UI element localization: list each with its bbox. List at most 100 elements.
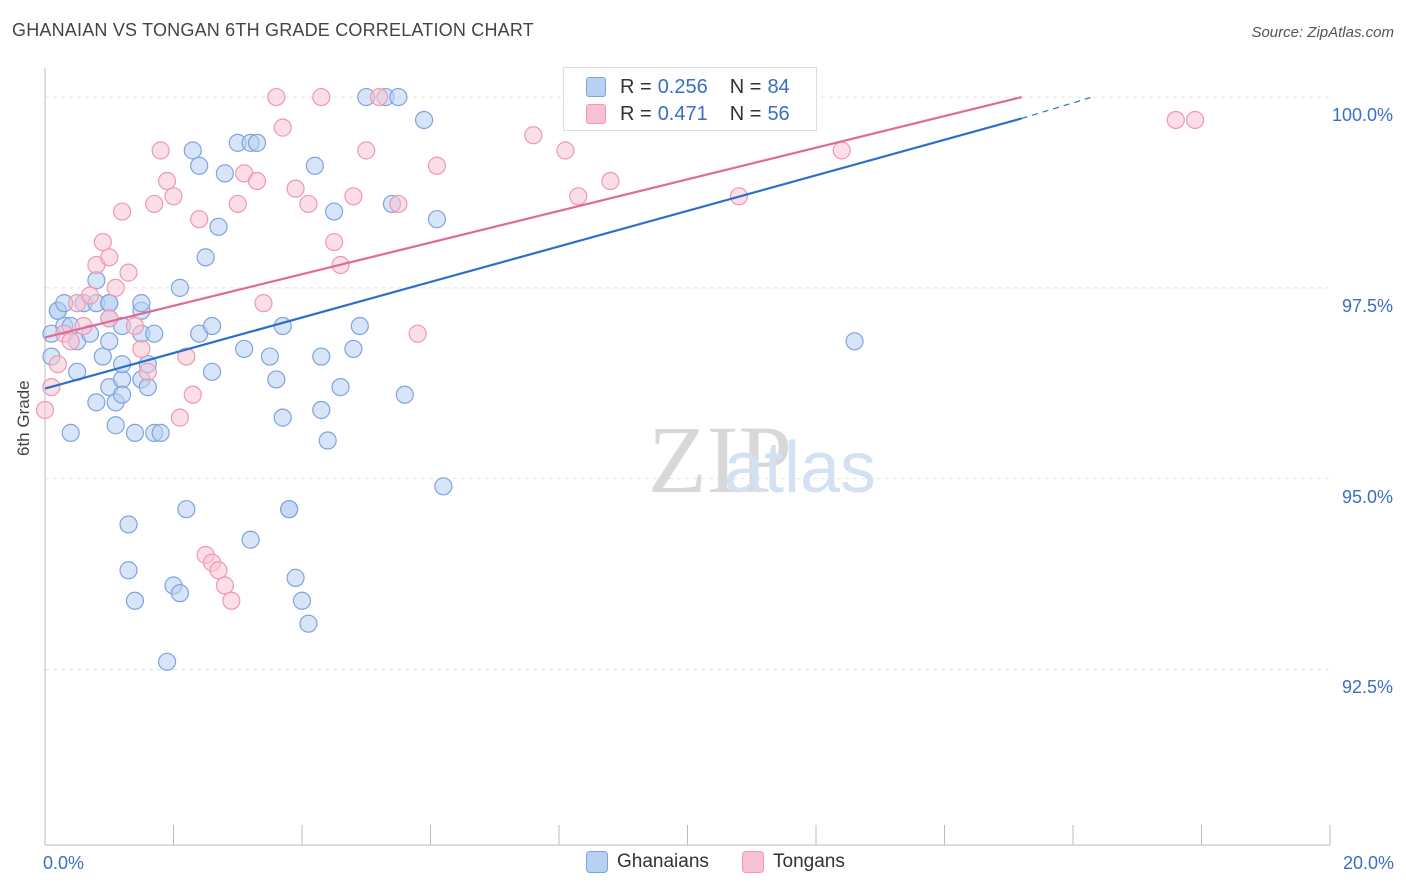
legend-label: Tongans bbox=[773, 851, 845, 872]
ghanaian-trend-line bbox=[44, 117, 1022, 390]
ghanaian-point bbox=[125, 423, 145, 442]
tongan-point bbox=[100, 248, 119, 267]
tongan-point bbox=[215, 576, 234, 595]
ghanaian-point bbox=[273, 408, 292, 427]
ghanaian-point bbox=[170, 278, 190, 297]
tongan-point bbox=[164, 187, 183, 206]
ghanaian-point bbox=[196, 248, 215, 267]
ghanaian-point bbox=[177, 500, 196, 519]
watermark-atlas: atlas bbox=[724, 428, 876, 508]
ghanaian-point bbox=[202, 316, 222, 336]
ghanaian-point bbox=[292, 591, 312, 610]
tongan-point bbox=[370, 87, 389, 107]
tongan-legend-swatch bbox=[742, 851, 764, 873]
tongan-point bbox=[119, 263, 138, 282]
axes bbox=[44, 68, 1331, 846]
ghanaian-point bbox=[125, 591, 145, 610]
r-label: R = bbox=[620, 102, 652, 125]
tongan-point bbox=[61, 332, 80, 351]
x-tick-label: 0.0% bbox=[43, 853, 85, 873]
tongan-point bbox=[427, 156, 447, 175]
ghanaian-point bbox=[434, 477, 453, 496]
watermark-zip: ZIP bbox=[648, 406, 792, 513]
tongan-point bbox=[325, 232, 344, 252]
source-label: Source: ZipAtlas.com bbox=[1251, 24, 1394, 41]
ghanaian-point bbox=[183, 141, 202, 160]
tongan-point bbox=[1185, 110, 1205, 130]
ghanaian-point bbox=[235, 339, 254, 359]
tongan-point bbox=[254, 294, 273, 313]
tongan-point bbox=[209, 561, 228, 580]
ghanaian-point bbox=[87, 393, 106, 412]
ghanaian-point bbox=[247, 133, 267, 152]
tongan-point bbox=[125, 316, 145, 336]
tongan-point bbox=[569, 187, 588, 206]
x-tick-label: 20.0% bbox=[1342, 853, 1394, 873]
tongan-point bbox=[35, 400, 55, 420]
ghanaian-point bbox=[344, 339, 363, 359]
ghanaian-point bbox=[202, 362, 222, 381]
n-value: 56 bbox=[767, 102, 790, 125]
tongan-point bbox=[170, 408, 190, 427]
tongan-point bbox=[408, 324, 427, 343]
n-label: N = bbox=[729, 102, 762, 125]
tongan-trend-line bbox=[44, 96, 1022, 339]
y-tick-label: 95.0% bbox=[1341, 486, 1393, 507]
data-points bbox=[35, 87, 1205, 671]
ghanaian-point bbox=[61, 423, 80, 442]
tongan-point bbox=[157, 171, 177, 191]
ghanaian-point bbox=[427, 210, 447, 229]
ghanaian-point bbox=[299, 614, 318, 633]
tongan-point bbox=[132, 339, 151, 359]
ghanaian-point bbox=[215, 164, 234, 183]
chart-title: GHANAIAN VS TONGAN 6TH GRADE CORRELATION… bbox=[12, 20, 534, 40]
r-label: R = bbox=[620, 75, 652, 98]
tongan-point bbox=[93, 232, 112, 252]
tongan-swatch bbox=[586, 104, 606, 124]
tongan-point bbox=[100, 309, 119, 328]
ghanaian-point bbox=[312, 400, 331, 420]
ghanaian-point bbox=[414, 110, 434, 130]
tongan-point bbox=[832, 141, 851, 160]
ghanaian-point bbox=[845, 332, 864, 351]
legend-label: Ghanaians bbox=[617, 851, 709, 872]
tongan-point bbox=[357, 141, 376, 160]
legend-item-tongans[interactable]: Tongans bbox=[742, 851, 845, 873]
ghanaian-point bbox=[389, 87, 408, 107]
ghanaian-point bbox=[151, 423, 170, 442]
ghanaian-point bbox=[112, 370, 132, 389]
grid-lines bbox=[45, 96, 1330, 670]
tongan-point bbox=[183, 385, 202, 404]
tongan-point bbox=[48, 355, 67, 374]
tongan-point bbox=[273, 118, 292, 137]
y-tick-label: 100.0% bbox=[1331, 105, 1393, 126]
ghanaian-point bbox=[119, 515, 138, 534]
ghanaian-point bbox=[100, 332, 119, 351]
ghanaian-point bbox=[305, 156, 324, 175]
trend-lines bbox=[44, 96, 1093, 390]
ghanaian-point bbox=[112, 385, 132, 404]
y-tick-label: 97.5% bbox=[1341, 295, 1393, 316]
ghanaian-point bbox=[170, 584, 190, 603]
tongan-point bbox=[177, 347, 196, 366]
ghanaian-point bbox=[209, 217, 228, 236]
legend-item-ghanaians[interactable]: Ghanaians bbox=[586, 851, 709, 873]
ghanaian-point bbox=[395, 385, 414, 404]
tongan-point bbox=[247, 171, 267, 191]
ghanaian-point bbox=[112, 355, 132, 374]
n-label: N = bbox=[729, 75, 762, 98]
ghanaian-point bbox=[190, 156, 209, 175]
ghanaian-point bbox=[87, 271, 106, 290]
ghanaian-point bbox=[260, 347, 279, 366]
tongan-point bbox=[344, 187, 363, 206]
tongan-point bbox=[222, 591, 241, 610]
ghanaian-point bbox=[318, 431, 337, 450]
ghanaian-trend-extension bbox=[1021, 96, 1093, 120]
tongan-point bbox=[524, 126, 543, 145]
tongan-point bbox=[312, 87, 331, 107]
stats-legend: R = 0.256 N = 84 R = 0.471 N = 56 bbox=[563, 67, 817, 131]
ghanaian-point bbox=[331, 377, 350, 397]
ghanaian-point bbox=[106, 416, 125, 435]
ghanaian-point bbox=[157, 652, 177, 671]
